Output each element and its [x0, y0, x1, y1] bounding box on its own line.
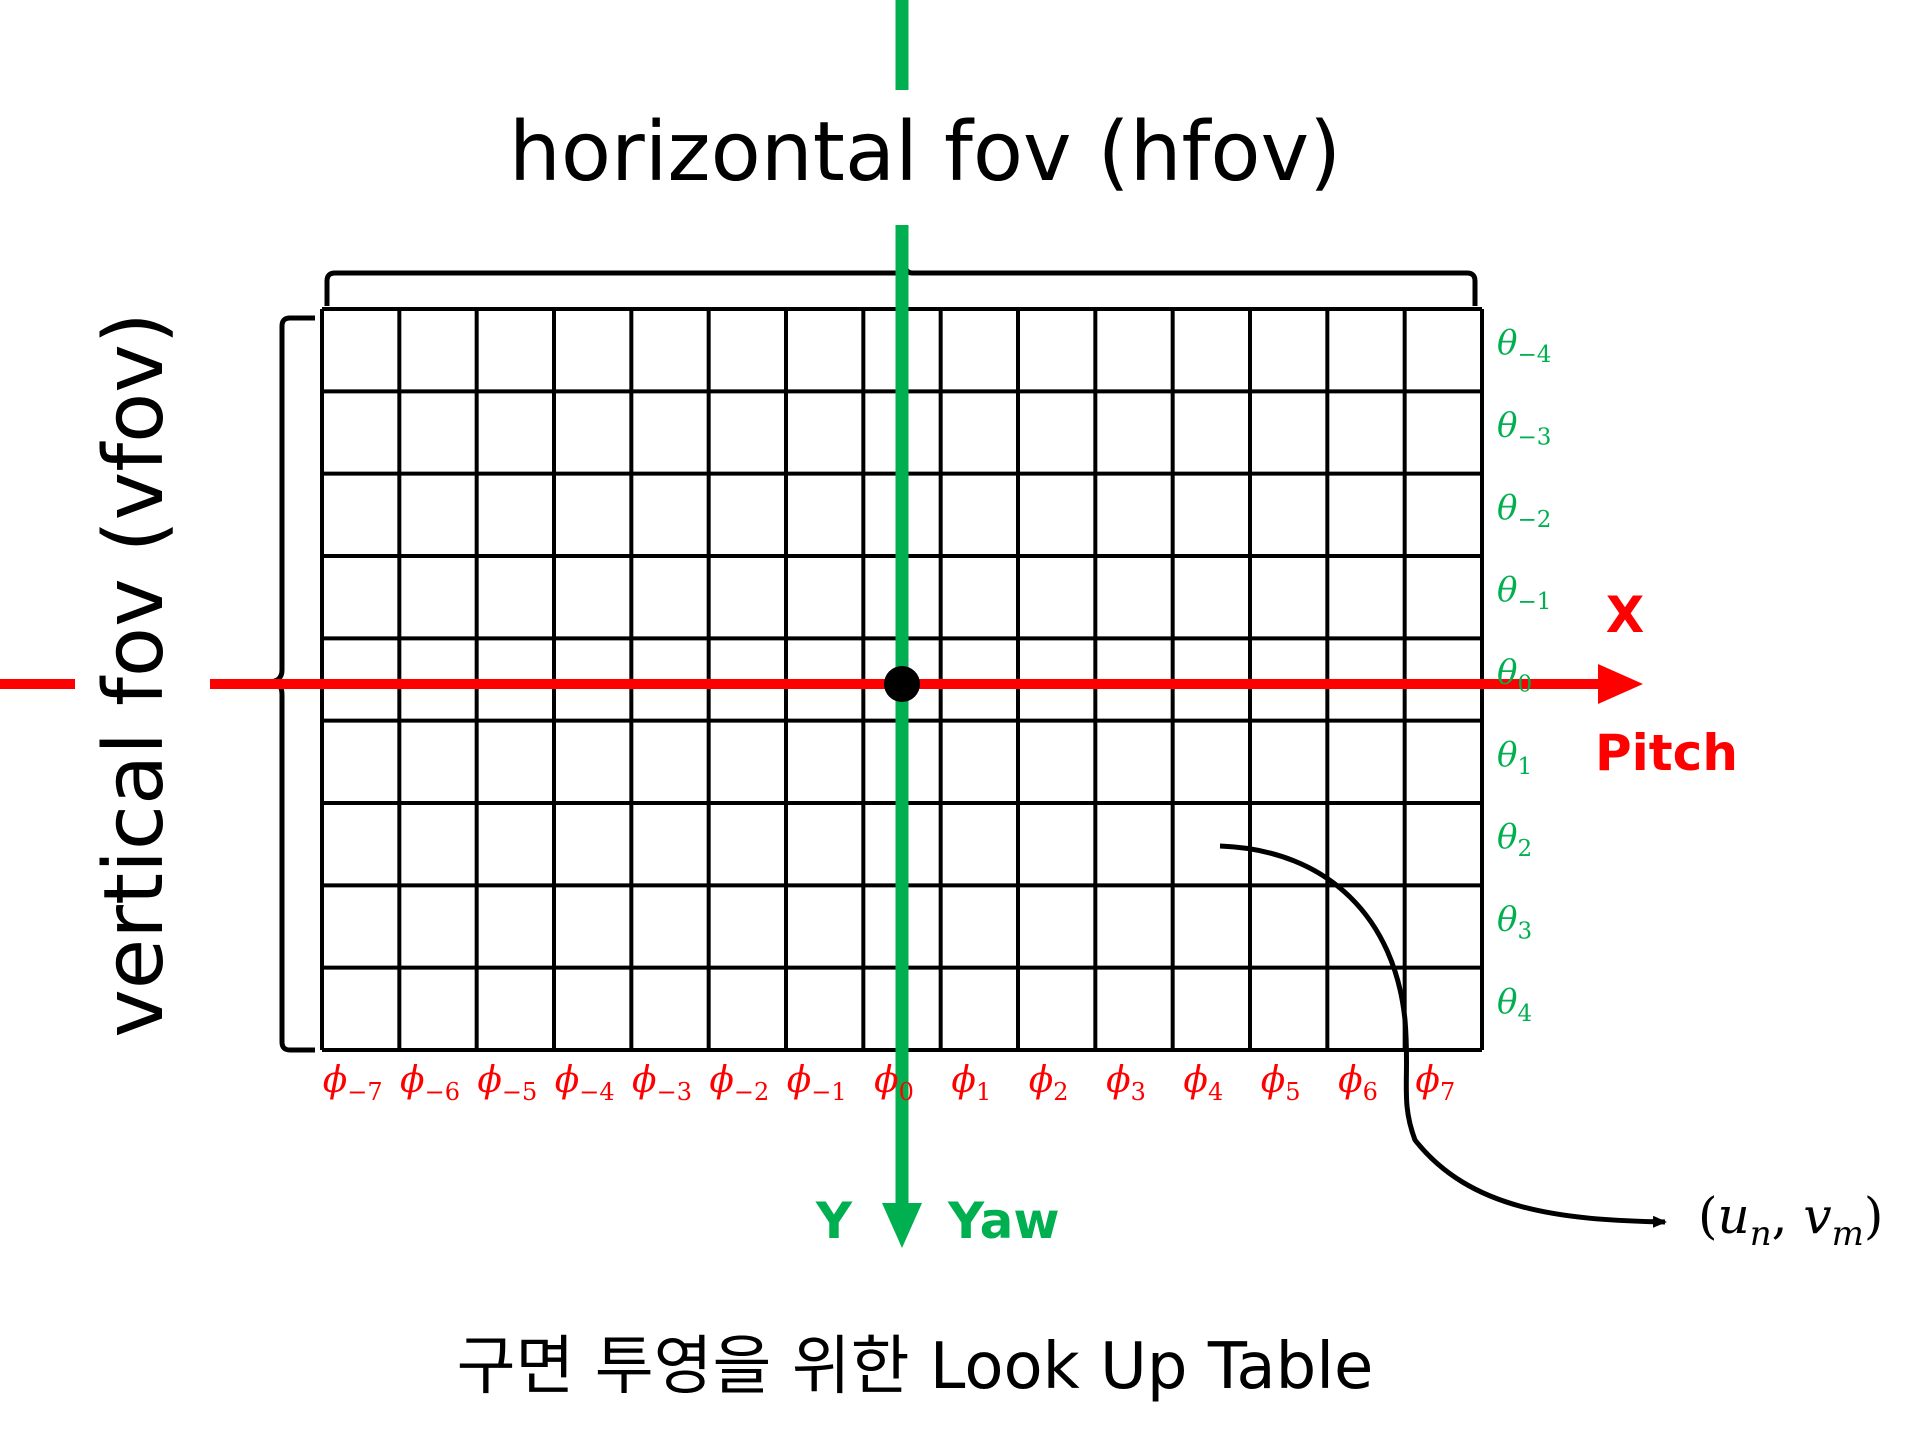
theta-label: θ−3: [1497, 406, 1551, 451]
theta-label: θ−1: [1497, 570, 1551, 615]
phi-label: ϕ3: [1106, 1060, 1146, 1106]
phi-label: ϕ−6: [400, 1060, 460, 1106]
phi-label: ϕ−1: [787, 1060, 847, 1106]
hfov-title: horizontal fov (hfov): [509, 105, 1341, 200]
theta-label: θ1: [1497, 735, 1532, 780]
yaw-axis: [882, 0, 922, 1248]
phi-label: ϕ−4: [555, 1060, 615, 1106]
phi-label: ϕ5: [1261, 1060, 1301, 1106]
phi-label: ϕ−2: [709, 1060, 769, 1106]
phi-label: ϕ2: [1029, 1060, 1069, 1106]
origin-point: [884, 666, 920, 702]
phi-label-row: ϕ−7 ϕ−6 ϕ−5 ϕ−4 ϕ−3 ϕ−2 ϕ−1 ϕ0 ϕ1 ϕ2 ϕ3 ϕ4 ϕ5 ϕ6 ϕ7: [323, 1060, 1456, 1106]
phi-label: ϕ−7: [323, 1060, 383, 1106]
pitch-label: Pitch: [1595, 724, 1738, 782]
theta-label-column: θ−4 θ−3 θ−2 θ−1 θ0 θ1 θ2 θ3 θ4: [1497, 323, 1551, 1027]
vfov-title: vertical fov (vfov): [87, 312, 182, 1038]
yaw-label: Yaw: [947, 1192, 1060, 1250]
theta-label: θ4: [1497, 982, 1532, 1027]
theta-label: θ2: [1497, 817, 1532, 862]
y-axis-label: Y: [815, 1192, 853, 1250]
pitch-axis: [0, 664, 1643, 704]
pitch-axis-arrowhead-icon: [1598, 664, 1643, 704]
theta-label: θ3: [1497, 900, 1532, 945]
caption: 구면 투영을 위한 Look Up Table: [457, 1330, 1374, 1404]
phi-label: ϕ−3: [632, 1060, 692, 1106]
theta-label: θ0: [1497, 653, 1532, 698]
yaw-axis-arrowhead-icon: [882, 1203, 922, 1248]
x-axis-label: X: [1606, 586, 1645, 644]
phi-label: ϕ7: [1415, 1060, 1455, 1106]
phi-label: ϕ−5: [477, 1060, 537, 1106]
phi-label: ϕ1: [951, 1060, 991, 1106]
phi-label: ϕ0: [874, 1060, 914, 1106]
phi-label: ϕ6: [1338, 1060, 1378, 1106]
phi-label: ϕ4: [1183, 1060, 1223, 1106]
theta-label: θ−2: [1497, 488, 1551, 533]
output-point-label: (un, vm): [1698, 1187, 1883, 1254]
mapping-curve: [1219, 843, 1667, 1228]
theta-label: θ−4: [1497, 323, 1551, 368]
